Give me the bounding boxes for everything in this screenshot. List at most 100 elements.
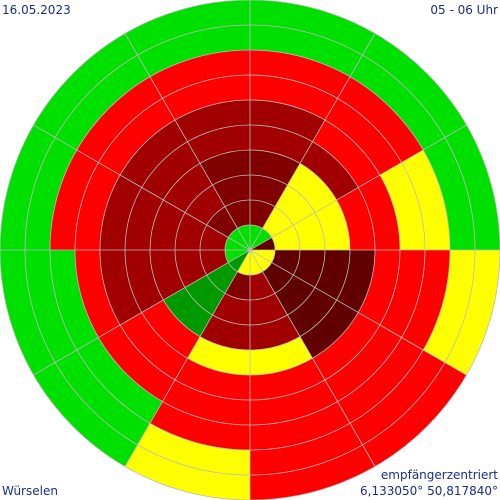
sector-2-ring-5 bbox=[358, 175, 400, 250]
sector-0-ring-3 bbox=[250, 150, 300, 186]
sector-11-ring-8 bbox=[137, 25, 250, 77]
sector-6-ring-7 bbox=[150, 401, 250, 450]
sector-3-ring-4 bbox=[336, 250, 375, 313]
sector-11-ring-0 bbox=[237, 225, 250, 250]
sector-0-ring-5 bbox=[250, 100, 325, 142]
sector-4-ring-1 bbox=[262, 262, 294, 294]
sector-5-ring-7 bbox=[250, 401, 350, 450]
sector-4-ring-8 bbox=[350, 350, 445, 445]
sector-3-ring-5 bbox=[358, 250, 400, 325]
sector-11-ring-2 bbox=[212, 175, 250, 207]
sector-3-ring-7 bbox=[401, 250, 450, 350]
sector-3-ring-0 bbox=[250, 250, 275, 263]
sector-4-ring-5 bbox=[312, 312, 380, 380]
grid-spoke-1 bbox=[249, 33, 376, 251]
sector-6-ring-8 bbox=[137, 423, 250, 475]
grid-spoke-11 bbox=[124, 33, 251, 251]
sector-10-ring-9 bbox=[33, 33, 138, 138]
sector-0-ring-2 bbox=[250, 175, 288, 207]
sector-3-ring-1 bbox=[271, 250, 300, 275]
sector-1-ring-0 bbox=[250, 228, 272, 250]
sector-7-ring-9 bbox=[33, 362, 138, 467]
sector-11-ring-9 bbox=[125, 0, 250, 56]
sector-4-ring-3 bbox=[287, 287, 337, 337]
sector-7-ring-0 bbox=[228, 250, 250, 272]
sector-9-ring-1 bbox=[200, 225, 229, 250]
sector-1-ring-3 bbox=[287, 163, 337, 213]
sector-1-ring-7 bbox=[337, 76, 424, 163]
sector-6-ring-5 bbox=[175, 358, 250, 400]
sector-1-ring-4 bbox=[300, 141, 359, 200]
sector-10-ring-8 bbox=[55, 55, 150, 150]
sector-8-ring-1 bbox=[200, 250, 229, 275]
sector-2-ring-9 bbox=[444, 125, 500, 250]
sector-9-ring-9 bbox=[0, 125, 56, 250]
sector-10-ring-5 bbox=[120, 120, 188, 188]
sector-2-ring-1 bbox=[271, 225, 300, 250]
sector-6-ring-9 bbox=[125, 444, 250, 500]
sector-7-ring-4 bbox=[141, 300, 200, 359]
sector-8-ring-0 bbox=[225, 250, 250, 263]
grid-spoke-8 bbox=[33, 249, 251, 376]
sector-3-ring-3 bbox=[314, 250, 350, 300]
sector-7-ring-1 bbox=[206, 262, 238, 294]
time-range-label: 05 - 06 Uhr bbox=[430, 3, 498, 17]
grid-spoke-10 bbox=[33, 124, 251, 251]
sector-2-ring-8 bbox=[423, 137, 475, 250]
sector-10-ring-4 bbox=[141, 141, 200, 200]
sector-4-ring-4 bbox=[300, 300, 359, 359]
sector-2-ring-4 bbox=[336, 187, 375, 250]
sector-7-ring-2 bbox=[185, 275, 225, 315]
sector-8-ring-8 bbox=[25, 250, 77, 363]
sector-0-ring-6 bbox=[250, 75, 338, 121]
sector-2-ring-0 bbox=[250, 237, 275, 250]
sector-1-ring-8 bbox=[350, 55, 445, 150]
sector-1-ring-6 bbox=[325, 98, 402, 175]
sector-3-ring-9 bbox=[444, 250, 500, 375]
sector-2-ring-6 bbox=[379, 162, 425, 250]
sector-5-ring-2 bbox=[250, 293, 288, 325]
coordinates-label: 6,133050° 50,817840° bbox=[360, 484, 498, 498]
sector-2-ring-3 bbox=[314, 200, 350, 250]
sector-11-ring-7 bbox=[150, 50, 250, 99]
sector-2-ring-7 bbox=[401, 150, 450, 250]
sector-9-ring-3 bbox=[150, 200, 186, 250]
grid-spoke-7 bbox=[124, 249, 251, 467]
sector-0-ring-8 bbox=[250, 25, 363, 77]
sector-1-ring-1 bbox=[262, 206, 294, 238]
sector-0-ring-1 bbox=[250, 200, 275, 229]
sector-10-ring-2 bbox=[185, 185, 225, 225]
sector-8-ring-6 bbox=[75, 250, 121, 338]
sector-10-ring-0 bbox=[228, 228, 250, 250]
sector-9-ring-2 bbox=[175, 212, 207, 250]
sector-11-ring-5 bbox=[175, 100, 250, 142]
sector-8-ring-7 bbox=[50, 250, 99, 350]
date-label: 16.05.2023 bbox=[2, 3, 71, 17]
sector-5-ring-4 bbox=[250, 336, 313, 375]
sector-8-ring-9 bbox=[0, 250, 56, 375]
sector-1-ring-2 bbox=[275, 185, 315, 225]
sector-0-ring-4 bbox=[250, 125, 313, 164]
sector-11-ring-4 bbox=[187, 125, 250, 164]
sector-11-ring-6 bbox=[162, 75, 250, 121]
sector-8-ring-5 bbox=[100, 250, 142, 325]
sector-6-ring-2 bbox=[212, 293, 250, 325]
sector-10-ring-3 bbox=[163, 163, 213, 213]
mode-label: empfängerzentriert bbox=[380, 468, 498, 482]
sector-4-ring-2 bbox=[275, 275, 315, 315]
sector-4-ring-9 bbox=[362, 362, 467, 467]
sector-6-ring-0 bbox=[237, 250, 250, 275]
sector-5-ring-5 bbox=[250, 358, 325, 400]
sector-0-ring-7 bbox=[250, 50, 350, 99]
sector-5-ring-8 bbox=[250, 423, 363, 475]
sector-6-ring-4 bbox=[187, 336, 250, 375]
sector-10-ring-6 bbox=[98, 98, 175, 175]
sector-5-ring-1 bbox=[250, 271, 275, 300]
sector-5-ring-0 bbox=[250, 250, 263, 275]
sector-7-ring-5 bbox=[120, 312, 188, 380]
sector-9-ring-8 bbox=[25, 137, 77, 250]
sector-0-ring-9 bbox=[250, 0, 375, 56]
sector-8-ring-3 bbox=[150, 250, 186, 300]
grid-spoke-5 bbox=[249, 249, 376, 467]
